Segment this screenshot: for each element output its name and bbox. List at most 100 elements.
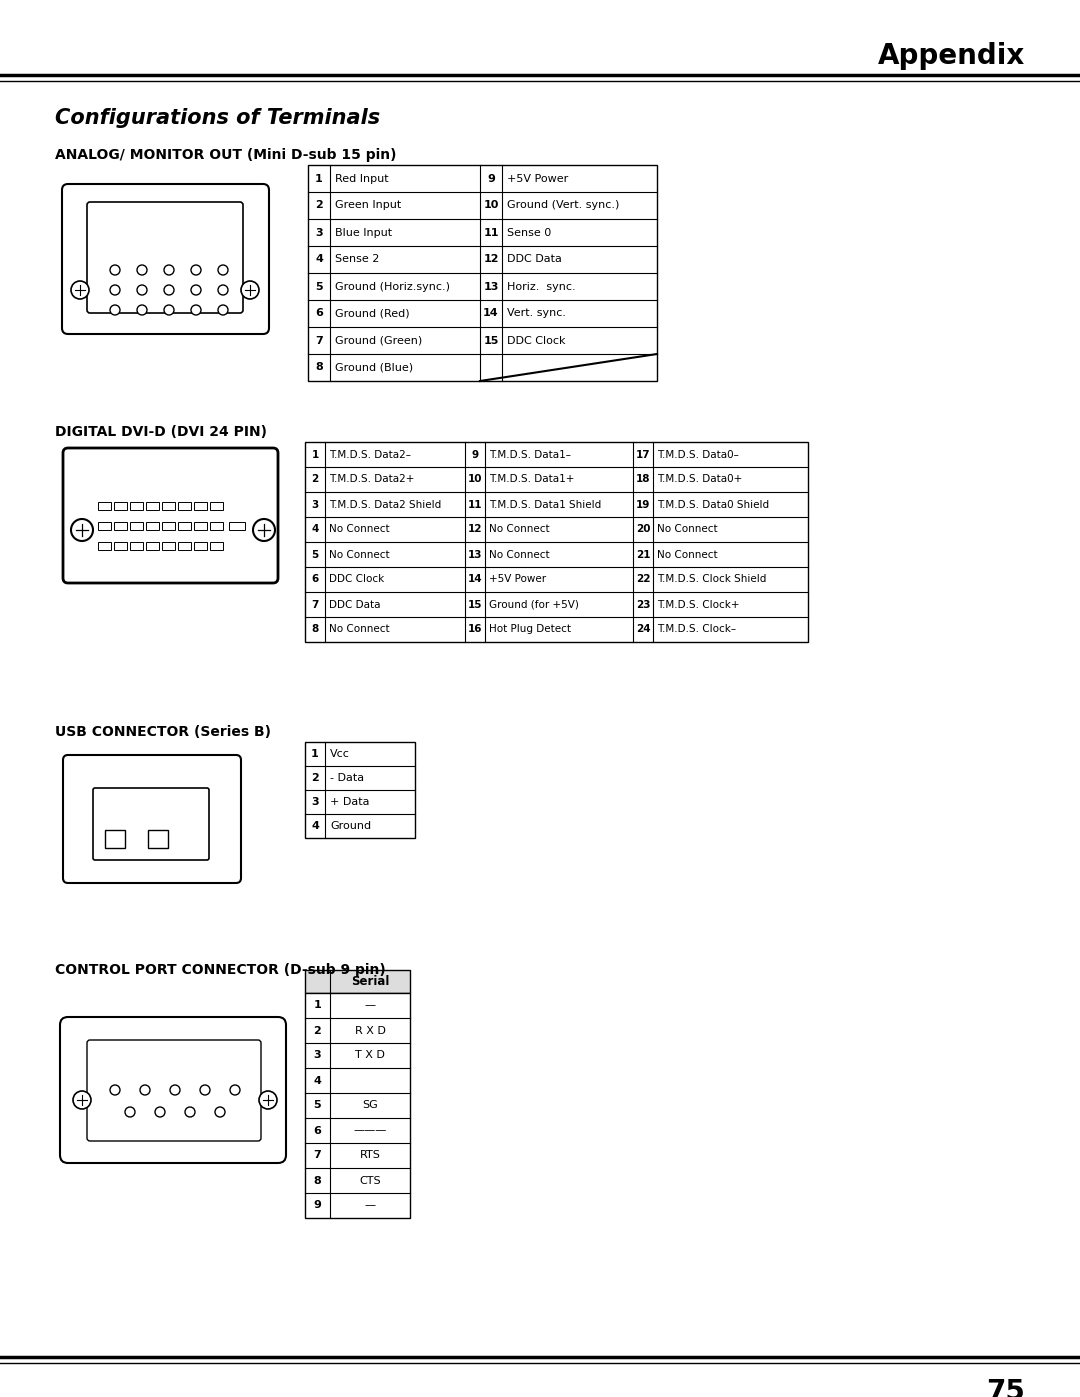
Text: 3: 3 bbox=[311, 500, 319, 510]
FancyBboxPatch shape bbox=[87, 1039, 261, 1141]
Text: Horiz.  sync.: Horiz. sync. bbox=[507, 282, 576, 292]
Text: +5V Power: +5V Power bbox=[489, 574, 546, 584]
Text: Vcc: Vcc bbox=[330, 749, 350, 759]
Bar bbox=[210, 502, 222, 510]
Text: 4: 4 bbox=[315, 254, 323, 264]
Text: Ground (Horiz.sync.): Ground (Horiz.sync.) bbox=[335, 282, 450, 292]
Text: 16: 16 bbox=[468, 624, 483, 634]
Circle shape bbox=[218, 265, 228, 275]
Circle shape bbox=[110, 265, 120, 275]
Text: RTS: RTS bbox=[360, 1151, 380, 1161]
Circle shape bbox=[140, 1085, 150, 1095]
Text: 8: 8 bbox=[315, 362, 323, 373]
Circle shape bbox=[125, 1106, 135, 1118]
Text: Configurations of Terminals: Configurations of Terminals bbox=[55, 108, 380, 129]
Text: SG: SG bbox=[362, 1101, 378, 1111]
Circle shape bbox=[259, 1091, 276, 1109]
Text: Hot Plug Detect: Hot Plug Detect bbox=[489, 624, 571, 634]
Bar bbox=[229, 522, 245, 529]
Bar bbox=[178, 502, 191, 510]
Bar bbox=[194, 522, 207, 529]
Text: No Connect: No Connect bbox=[489, 524, 550, 535]
Text: CTS: CTS bbox=[360, 1175, 381, 1186]
Bar bbox=[114, 502, 127, 510]
FancyBboxPatch shape bbox=[62, 184, 269, 334]
Text: CONTROL PORT CONNECTOR (D-sub 9 pin): CONTROL PORT CONNECTOR (D-sub 9 pin) bbox=[55, 963, 386, 977]
Circle shape bbox=[200, 1085, 210, 1095]
Text: 20: 20 bbox=[636, 524, 650, 535]
Text: DDC Data: DDC Data bbox=[507, 254, 562, 264]
Circle shape bbox=[71, 281, 89, 299]
Bar bbox=[146, 542, 159, 550]
Text: T.M.D.S. Data0 Shield: T.M.D.S. Data0 Shield bbox=[657, 500, 769, 510]
Text: 19: 19 bbox=[636, 500, 650, 510]
Bar bbox=[105, 830, 125, 848]
FancyBboxPatch shape bbox=[87, 203, 243, 313]
Text: —: — bbox=[364, 1200, 376, 1210]
Circle shape bbox=[73, 1091, 91, 1109]
Circle shape bbox=[137, 265, 147, 275]
Circle shape bbox=[253, 520, 275, 541]
Bar bbox=[178, 542, 191, 550]
Text: Ground (Red): Ground (Red) bbox=[335, 309, 409, 319]
Text: 1: 1 bbox=[311, 450, 319, 460]
Bar bbox=[210, 542, 222, 550]
Text: 10: 10 bbox=[484, 201, 499, 211]
Bar bbox=[162, 522, 175, 529]
Text: No Connect: No Connect bbox=[329, 524, 390, 535]
Circle shape bbox=[164, 265, 174, 275]
Circle shape bbox=[156, 1106, 165, 1118]
Text: No Connect: No Connect bbox=[489, 549, 550, 560]
Text: 13: 13 bbox=[484, 282, 499, 292]
Text: 75: 75 bbox=[986, 1377, 1025, 1397]
Text: 12: 12 bbox=[468, 524, 483, 535]
Text: 3: 3 bbox=[315, 228, 323, 237]
Text: DDC Clock: DDC Clock bbox=[507, 335, 566, 345]
Text: T.M.D.S. Data1–: T.M.D.S. Data1– bbox=[489, 450, 571, 460]
Text: 10: 10 bbox=[468, 475, 483, 485]
Text: No Connect: No Connect bbox=[329, 624, 390, 634]
Text: 9: 9 bbox=[313, 1200, 322, 1210]
Circle shape bbox=[218, 305, 228, 314]
Text: No Connect: No Connect bbox=[657, 549, 717, 560]
Bar bbox=[98, 522, 111, 529]
Bar bbox=[162, 542, 175, 550]
Bar bbox=[308, 165, 657, 381]
Text: Serial: Serial bbox=[351, 975, 389, 988]
Text: 1: 1 bbox=[313, 1000, 322, 1010]
Text: 9: 9 bbox=[487, 173, 495, 183]
Text: T X D: T X D bbox=[355, 1051, 384, 1060]
Text: T.M.D.S. Data2 Shield: T.M.D.S. Data2 Shield bbox=[329, 500, 442, 510]
Bar bbox=[178, 522, 191, 529]
Text: T.M.D.S. Data1+: T.M.D.S. Data1+ bbox=[489, 475, 575, 485]
Text: 23: 23 bbox=[636, 599, 650, 609]
Bar bbox=[305, 742, 415, 838]
Bar bbox=[305, 993, 410, 1218]
Text: Sense 0: Sense 0 bbox=[507, 228, 551, 237]
Text: 8: 8 bbox=[313, 1175, 322, 1186]
Bar bbox=[130, 542, 143, 550]
Text: Ground (Vert. sync.): Ground (Vert. sync.) bbox=[507, 201, 619, 211]
Text: Sense 2: Sense 2 bbox=[335, 254, 379, 264]
Text: 1: 1 bbox=[315, 173, 323, 183]
Text: 5: 5 bbox=[315, 282, 323, 292]
Bar bbox=[130, 502, 143, 510]
Bar bbox=[98, 502, 111, 510]
Circle shape bbox=[218, 285, 228, 295]
Text: 4: 4 bbox=[313, 1076, 322, 1085]
Text: Red Input: Red Input bbox=[335, 173, 389, 183]
Bar bbox=[146, 522, 159, 529]
Text: 11: 11 bbox=[483, 228, 499, 237]
Bar bbox=[130, 522, 143, 529]
FancyBboxPatch shape bbox=[93, 788, 210, 861]
Text: 7: 7 bbox=[311, 599, 319, 609]
Text: 3: 3 bbox=[313, 1051, 322, 1060]
Text: 2: 2 bbox=[311, 773, 319, 782]
Circle shape bbox=[137, 285, 147, 295]
Text: 9: 9 bbox=[472, 450, 478, 460]
Circle shape bbox=[191, 285, 201, 295]
Circle shape bbox=[71, 520, 93, 541]
Text: Vert. sync.: Vert. sync. bbox=[507, 309, 566, 319]
Circle shape bbox=[170, 1085, 180, 1095]
Text: 3: 3 bbox=[311, 798, 319, 807]
